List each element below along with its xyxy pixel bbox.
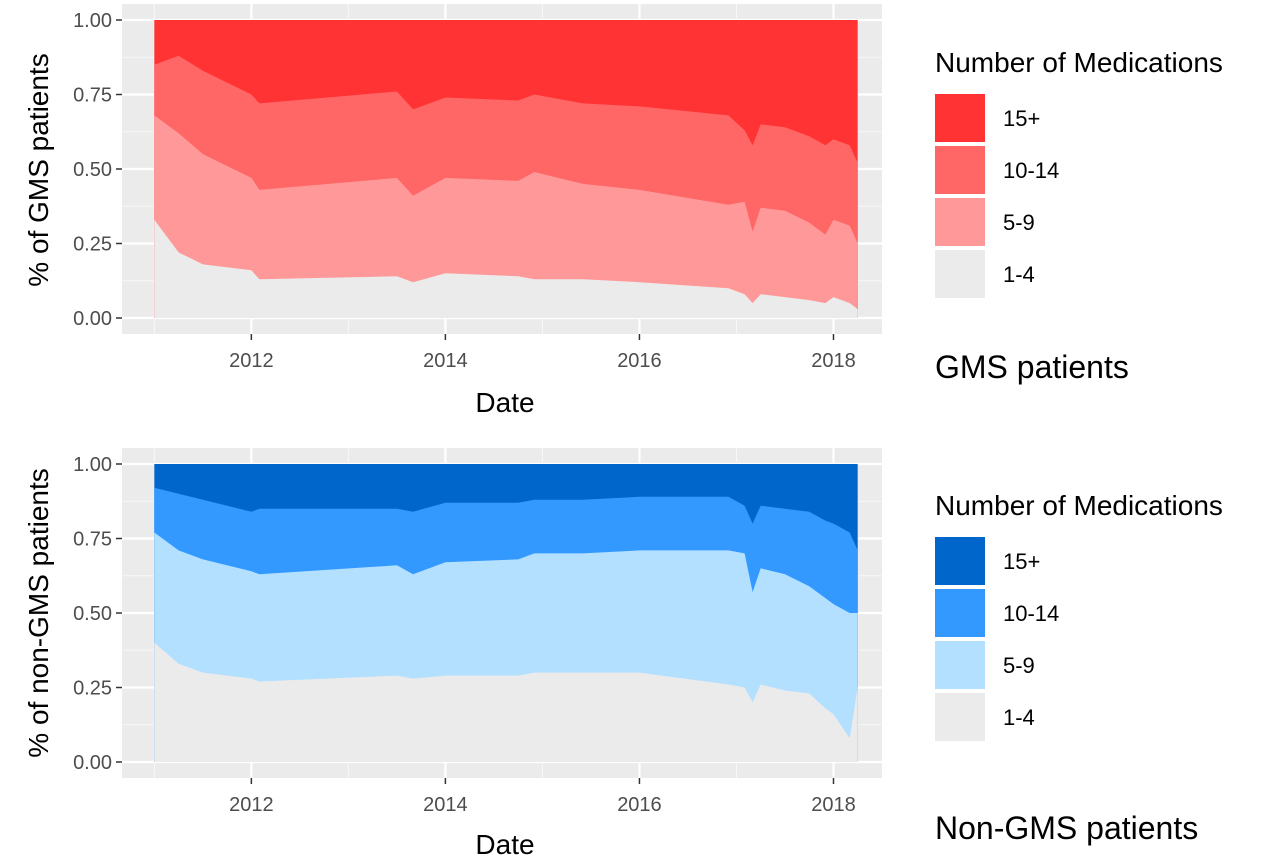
y-tick-label: 0.25 [73,234,112,256]
x-tick-label: 2014 [423,794,468,816]
legend-title: Number of Medications [935,47,1223,78]
legend-label-10-14: 10-14 [1003,601,1059,626]
gms-chart-panel: 2012 2014 2016 2018 0.00 0.25 0.50 0.75 1.00 Da… [23,4,1223,418]
x-tick-label: 2014 [423,350,468,372]
x-axis-ticks: 2012 2014 2016 2018 [229,778,856,816]
legend-key-10-14 [935,589,985,637]
area-series-1-4 [154,219,858,318]
legend: Number of Medications 15+ 10-14 5-9 1-4 [935,490,1223,741]
x-tick-label: 2012 [229,794,274,816]
legend-label-5-9: 5-9 [1003,653,1035,678]
y-axis-ticks: 0.00 0.25 0.50 0.75 1.00 [73,10,122,330]
legend: Number of Medications 15+ 10-14 5-9 1-4 [935,47,1223,298]
legend-label-15-plus: 15+ [1003,549,1040,574]
x-axis-title: Date [475,387,534,418]
non-gms-chart-panel: 2012 2014 2016 2018 0.00 0.25 0.50 0.75 1.00 Da… [23,448,1223,860]
y-tick-label: 0.50 [73,159,112,181]
legend-label-5-9: 5-9 [1003,210,1035,235]
x-axis-title: Date [475,829,534,860]
x-tick-label: 2012 [229,350,274,372]
legend-label-15-plus: 15+ [1003,106,1040,131]
area-series-1-4 [154,642,858,762]
y-tick-label: 0.00 [73,752,112,774]
legend-key-15-plus [935,537,985,585]
stacked-areas [154,464,858,762]
y-tick-label: 0.00 [73,308,112,330]
legend-key-1-4 [935,250,985,298]
x-axis-ticks: 2012 2014 2016 2018 [229,334,856,372]
y-tick-label: 1.00 [73,454,112,476]
y-axis-title: % of non-GMS patients [23,468,54,757]
x-tick-label: 2016 [617,794,662,816]
y-axis-ticks: 0.00 0.25 0.50 0.75 1.00 [73,454,122,774]
y-axis-title: % of GMS patients [23,53,54,286]
x-tick-label: 2018 [811,794,856,816]
legend-label-1-4: 1-4 [1003,705,1035,730]
legend-key-15-plus [935,94,985,142]
y-tick-label: 0.75 [73,85,112,107]
legend-key-10-14 [935,146,985,194]
y-tick-label: 0.25 [73,678,112,700]
legend-title: Number of Medications [935,490,1223,521]
panel-caption: GMS patients [935,349,1129,385]
x-tick-label: 2016 [617,350,662,372]
legend-key-1-4 [935,693,985,741]
y-tick-label: 0.50 [73,603,112,625]
area-series-5-9 [154,115,858,319]
stacked-areas [154,20,858,319]
legend-key-5-9 [935,198,985,246]
panel-caption: Non-GMS patients [935,810,1198,846]
legend-label-10-14: 10-14 [1003,158,1059,183]
legend-key-5-9 [935,641,985,689]
y-tick-label: 1.00 [73,10,112,32]
legend-label-1-4: 1-4 [1003,262,1035,287]
x-tick-label: 2018 [811,350,856,372]
y-tick-label: 0.75 [73,529,112,551]
